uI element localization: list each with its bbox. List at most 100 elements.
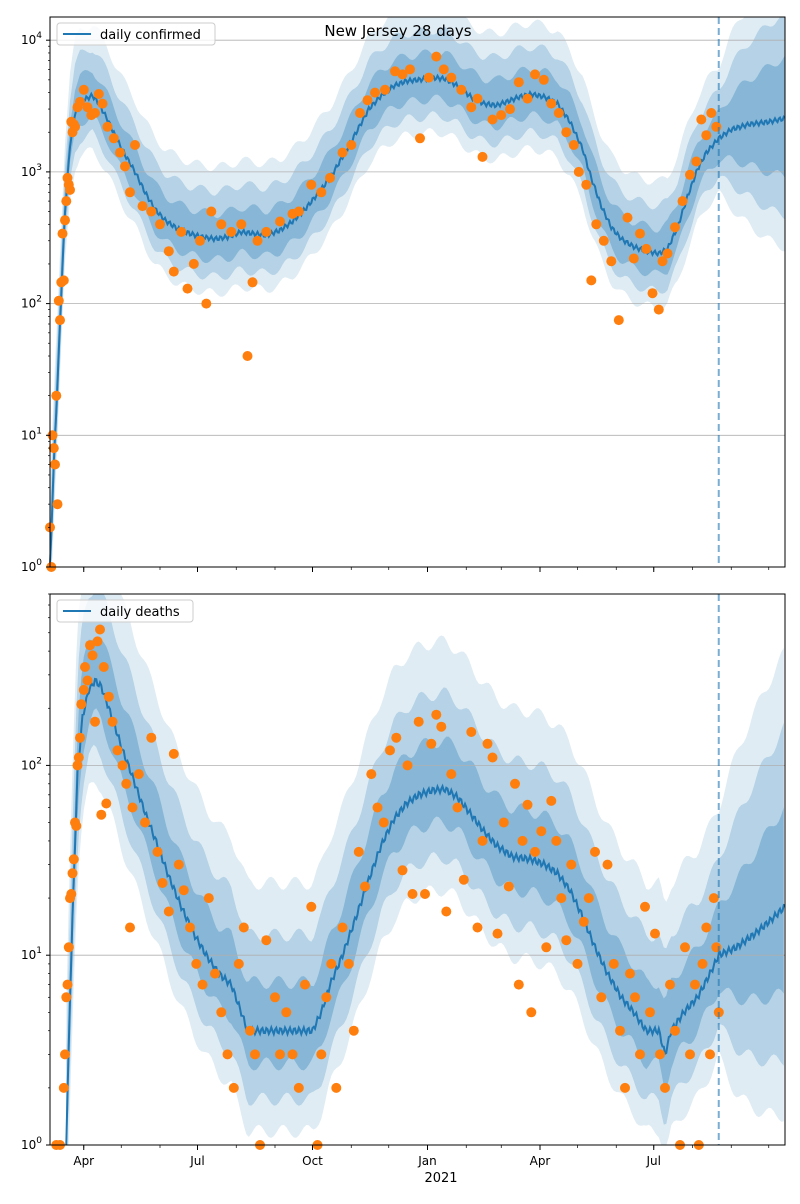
bottom-observed-point-124: [635, 1049, 645, 1060]
bottom-observed-point-22: [90, 716, 100, 727]
top-observed-point-33: [125, 187, 135, 198]
top-observed-point-6: [52, 499, 63, 510]
bottom-observed-point-76: [372, 802, 383, 813]
bottom-observed-point-97: [492, 928, 503, 939]
top-observed-point-97: [635, 228, 645, 239]
top-ytick-label-1: 101: [21, 426, 42, 442]
top-observed-point-85: [553, 108, 564, 118]
bottom-observed-point-28: [103, 691, 114, 702]
bottom-observed-point-31: [117, 760, 128, 771]
top-observed-point-77: [487, 114, 498, 125]
top-observed-point-79: [505, 104, 515, 115]
top-observed-point-84: [546, 98, 557, 109]
bottom-observed-point-45: [191, 958, 202, 969]
top-observed-point-39: [168, 266, 179, 277]
top-observed-point-80: [513, 77, 524, 88]
bottom-observed-point-42: [173, 859, 184, 870]
bottom-observed-point-10: [68, 854, 79, 865]
bottom-observed-point-104: [526, 1007, 537, 1018]
confirmed-legend: daily confirmed: [56, 22, 216, 46]
bottom-observed-point-72: [348, 1025, 359, 1036]
top-observed-point-8: [55, 315, 65, 326]
bottom-observed-point-74: [360, 881, 370, 892]
bottom-observed-point-90: [452, 802, 463, 813]
bottom-observed-point-73: [353, 846, 364, 857]
deaths-x-ticks: Apr Jul Oct Jan Apr Jul: [73, 1145, 770, 1168]
xtick-label-1: Jul: [189, 1154, 204, 1168]
top-ytick-label-2: 102: [21, 295, 42, 311]
bottom-observed-point-135: [690, 979, 700, 990]
bottom-observed-point-114: [578, 916, 589, 927]
bottom-observed-point-130: [665, 979, 675, 990]
top-observed-point-104: [677, 196, 688, 207]
top-observed-point-107: [696, 114, 707, 125]
bottom-observed-point-119: [608, 958, 619, 969]
bottom-observed-point-13: [72, 760, 83, 771]
top-observed-point-100: [653, 304, 664, 315]
bottom-observed-point-62: [293, 1082, 304, 1093]
bottom-observed-point-20: [85, 640, 95, 651]
bottom-observed-point-32: [121, 778, 132, 789]
top-observed-point-38: [163, 246, 174, 257]
top-observed-point-99: [647, 288, 658, 299]
top-observed-point-75: [472, 93, 483, 104]
top-observed-point-46: [216, 219, 227, 230]
bottom-observed-point-34: [127, 802, 138, 813]
bottom-observed-point-109: [551, 835, 562, 846]
top-observed-point-95: [622, 212, 633, 223]
top-observed-point-29: [102, 121, 113, 132]
bottom-observed-point-133: [680, 942, 690, 953]
bottom-observed-point-99: [503, 881, 514, 892]
bottom-observed-point-33: [125, 922, 135, 933]
bottom-observed-point-137: [697, 958, 708, 969]
bottom-band-3: [66, 594, 784, 1145]
top-observed-point-22: [75, 96, 85, 107]
bottom-observed-point-77: [378, 817, 389, 828]
bottom-observed-point-122: [625, 968, 635, 979]
bottom-observed-point-53: [238, 922, 249, 933]
bottom-observed-point-82: [407, 889, 418, 899]
top-observed-point-108: [701, 130, 712, 141]
top-observed-point-87: [568, 140, 579, 150]
bottom-observed-point-46: [197, 979, 208, 990]
bottom-observed-point-44: [185, 922, 195, 933]
bottom-observed-point-79: [391, 732, 402, 743]
bottom-observed-point-18: [80, 662, 90, 672]
top-observed-point-16: [65, 184, 75, 195]
top-observed-point-47: [226, 226, 237, 237]
bottom-observed-point-121: [620, 1082, 630, 1093]
bottom-observed-point-9: [67, 868, 78, 879]
top-observed-point-62: [362, 95, 373, 106]
bottom-observed-point-15: [75, 732, 85, 743]
bottom-observed-point-64: [306, 901, 317, 912]
bottom-observed-point-35: [133, 769, 144, 780]
top-observed-point-61: [355, 108, 365, 118]
bottom-observed-point-40: [163, 906, 174, 917]
bottom-observed-point-125: [640, 901, 650, 912]
confirmed-axes-frame: [49, 16, 786, 568]
confirmed-legend-box: [56, 22, 216, 46]
bottom-observed-point-88: [441, 906, 452, 917]
bottom-observed-point-26: [98, 662, 109, 672]
bottom-observed-point-51: [228, 1082, 239, 1093]
bottom-observed-point-117: [596, 992, 607, 1003]
top-observed-point-71: [438, 64, 449, 75]
bottom-observed-point-29: [107, 716, 118, 727]
top-observed-point-69: [423, 72, 434, 83]
bottom-observed-point-70: [337, 922, 348, 933]
top-observed-point-76: [477, 151, 488, 162]
bottom-observed-point-84: [420, 889, 430, 899]
top-observed-point-41: [182, 283, 193, 294]
bottom-observed-point-100: [510, 778, 520, 789]
top-model-line: [49, 73, 786, 566]
bottom-observed-point-102: [517, 835, 528, 846]
top-observed-point-12: [60, 215, 70, 226]
top-observed-point-60: [346, 140, 357, 150]
bottom-observed-point-91: [458, 874, 469, 885]
bottom-observed-point-120: [615, 1025, 625, 1036]
top-observed-point-3: [48, 443, 59, 454]
bottom-observed-point-55: [250, 1049, 260, 1060]
top-observed-point-59: [337, 147, 348, 158]
top-observed-point-36: [146, 206, 157, 217]
